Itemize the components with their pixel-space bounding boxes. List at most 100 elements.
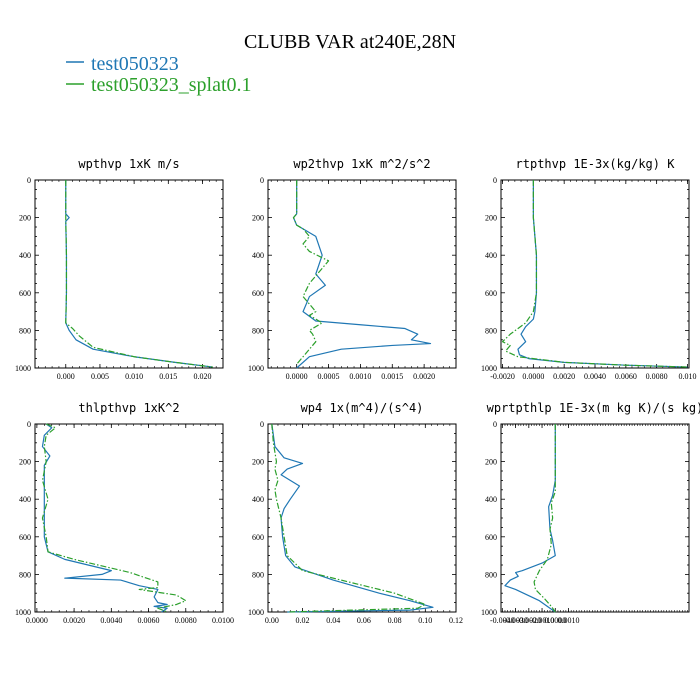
legend: test050323 test050323_splat0.1 — [66, 53, 252, 96]
y-tick-label: 800 — [19, 570, 31, 579]
plot-frame — [267, 423, 457, 613]
series-line-test050323 — [41, 423, 168, 613]
plot-frame — [34, 423, 224, 613]
y-tick-label: 1000 — [481, 608, 497, 617]
x-tick-label: 0.0010 — [349, 372, 371, 381]
x-tick-label: 0.04 — [326, 616, 340, 625]
y-tick-label: 800 — [252, 570, 264, 579]
panel-title: wpthvp 1xK m/s — [78, 157, 179, 171]
y-tick-label: 200 — [252, 458, 264, 467]
series-line-test050323-splat0-1 — [271, 423, 426, 613]
legend-label-series-1: test050323 — [91, 53, 179, 75]
y-tick-label: 0 — [493, 176, 497, 185]
y-tick-label: 600 — [19, 289, 31, 298]
x-tick-label: -0.0010 — [530, 616, 555, 625]
series-line-test050323-splat0-1 — [65, 180, 213, 368]
series-line-test050323 — [292, 180, 432, 369]
y-tick-label: 0 — [27, 176, 31, 185]
x-tick-label: 0.0020 — [63, 616, 85, 625]
x-tick-label: 0.0020 — [553, 372, 575, 381]
y-tick-label: 200 — [485, 458, 497, 467]
x-tick-label: 0.0020 — [413, 372, 435, 381]
y-tick-label: 600 — [252, 289, 264, 298]
panel-title: thlpthvp 1xK^2 — [78, 401, 179, 415]
y-tick-label: 200 — [252, 214, 264, 223]
plot-frame — [500, 423, 690, 613]
y-tick-label: 800 — [485, 570, 497, 579]
x-tick-label: 0.000 — [57, 372, 75, 381]
x-tick-label: 0.0080 — [646, 372, 668, 381]
y-tick-label: 600 — [252, 533, 264, 542]
panel-title: rtpthvp 1E-3x(kg/kg) K — [516, 157, 676, 171]
y-tick-label: 1000 — [15, 364, 31, 373]
y-tick-label: 800 — [19, 326, 31, 335]
series-line-test050323-splat0-1 — [501, 180, 688, 368]
y-tick-label: 600 — [485, 533, 497, 542]
y-tick-label: 400 — [19, 495, 31, 504]
x-tick-label: 0.0010 — [558, 616, 580, 625]
y-tick-label: 1000 — [248, 608, 264, 617]
y-tick-label: 400 — [485, 251, 497, 260]
y-tick-label: 1000 — [15, 608, 31, 617]
y-tick-label: 1000 — [248, 364, 264, 373]
series-line-test050323-splat0-1 — [292, 180, 330, 365]
x-tick-label: 0.010 — [125, 372, 143, 381]
y-tick-label: 0 — [27, 420, 31, 429]
x-tick-label: 0.02 — [296, 616, 310, 625]
x-tick-label: 0.0080 — [175, 616, 197, 625]
panel-title: wprtpthlp 1E-3x(m kg K)/(s kg) — [487, 401, 700, 415]
chart-panel-2: wp2thvp 1xK m^2/s^2 0 200 400 600 800 1000 0.00… — [248, 157, 457, 381]
x-tick-label: 0.0000 — [522, 372, 544, 381]
x-tick-label: 0.015 — [159, 372, 177, 381]
y-tick-label: 0 — [260, 420, 264, 429]
x-tick-label: 0.0060 — [615, 372, 637, 381]
x-tick-label: 0.010 — [678, 372, 696, 381]
y-tick-label: 200 — [19, 458, 31, 467]
x-tick-label: 0.08 — [388, 616, 402, 625]
x-tick-label: 0.10 — [418, 616, 432, 625]
series-line-test050323 — [271, 423, 434, 613]
x-tick-label: 0.005 — [91, 372, 109, 381]
series-line-test050323-splat0-1 — [533, 424, 556, 613]
x-tick-label: -0.0030 — [503, 616, 528, 625]
y-tick-label: 800 — [485, 326, 497, 335]
x-tick-label: 0.0000 — [286, 372, 308, 381]
y-tick-label: 200 — [19, 214, 31, 223]
x-tick-label: -0.0040 — [490, 616, 515, 625]
legend-label-series-2: test050323_splat0.1 — [91, 74, 252, 96]
y-tick-label: 200 — [485, 214, 497, 223]
y-tick-label: 400 — [252, 495, 264, 504]
x-tick-label: 0.0005 — [318, 372, 340, 381]
y-tick-label: 0 — [260, 176, 264, 185]
y-tick-label: 0 — [493, 420, 497, 429]
figure-title: CLUBB VAR at240E,28N — [244, 31, 456, 53]
series-line-test050323 — [517, 180, 688, 368]
x-tick-label: 0.00 — [265, 616, 279, 625]
x-tick-label: 0.0060 — [138, 616, 160, 625]
series-line-test050323-splat0-1 — [41, 423, 187, 613]
x-tick-label: 0.0040 — [584, 372, 606, 381]
x-tick-label: 0.0040 — [100, 616, 122, 625]
x-tick-label: 0.06 — [357, 616, 371, 625]
y-tick-label: 600 — [485, 289, 497, 298]
series-line-test050323 — [65, 180, 213, 368]
y-tick-label: 400 — [485, 495, 497, 504]
plot-frame — [500, 179, 690, 369]
panel-title: wp4 1x(m^4)/(s^4) — [301, 401, 424, 415]
y-tick-label: 600 — [19, 533, 31, 542]
x-tick-label: -0.0020 — [516, 616, 541, 625]
x-tick-label: 0.020 — [193, 372, 211, 381]
x-tick-label: 0.0015 — [381, 372, 403, 381]
plot-frame — [34, 179, 224, 369]
x-tick-label: 0.0100 — [212, 616, 234, 625]
y-tick-label: 400 — [19, 251, 31, 260]
chart-panel-6: wprtpthlp 1E-3x(m kg K)/(s kg) 0 200 400 600… — [481, 401, 700, 625]
y-tick-label: 400 — [252, 251, 264, 260]
x-tick-label: 0.12 — [449, 616, 463, 625]
x-tick-label: -0.0020 — [490, 372, 515, 381]
x-tick-label: 0.0000 — [544, 616, 566, 625]
